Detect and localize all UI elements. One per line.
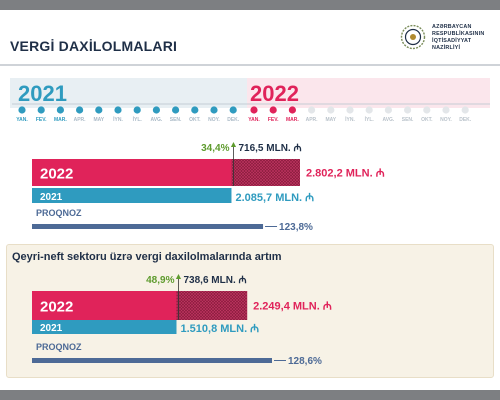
ministry-emblem-icon	[400, 24, 426, 50]
bar-2022-growth	[176, 291, 248, 320]
ministry-line: RESPUBLİKASININ	[432, 31, 485, 37]
timeline-dot-2021	[133, 106, 141, 114]
bar-2022-growth	[231, 159, 300, 186]
timeline-month-2022: SEN.	[402, 117, 414, 123]
timeline-dot-2022-inactive	[327, 106, 335, 114]
timeline-dot-2022-inactive	[461, 106, 469, 114]
growth-arrow-icon	[230, 142, 237, 147]
bar-2022-label: 2022	[40, 166, 73, 183]
timeline-year-2022: 2022	[250, 81, 299, 106]
timeline-month-2021: NOY.	[208, 117, 220, 123]
value-2022-label: 2.802,2 MLN. ₼	[306, 168, 385, 180]
value-2021-label: 2.085,7 MLN. ₼	[235, 192, 314, 204]
bar-forecast	[32, 224, 264, 229]
timeline-month-2022: İYN.	[345, 116, 355, 123]
timeline-month-2021: MAY	[93, 117, 104, 123]
timeline-month-2021: İYL.	[133, 116, 143, 123]
timeline-dot-2022-inactive	[423, 106, 431, 114]
forecast-value: 123,8%	[279, 222, 313, 233]
page-title: VERGİ DAXİLOLMALARI	[10, 38, 178, 54]
timeline-month-2021: APR.	[74, 117, 87, 123]
timeline-2021-band	[10, 78, 247, 108]
timeline-dot-2022-active	[288, 106, 296, 114]
bar-2021	[32, 320, 177, 334]
timeline-month-2021: MAR.	[54, 117, 67, 123]
timeline-year-2021: 2021	[18, 81, 67, 106]
ministry-line: İQTİSADİYYAT	[432, 38, 472, 44]
timeline-month-2022: DEK.	[459, 117, 472, 123]
forecast-value: 128,6%	[288, 356, 322, 367]
timeline-dot-2021	[191, 106, 199, 114]
timeline-dot-2022-inactive	[442, 106, 450, 114]
timeline-dot-2021	[76, 106, 84, 114]
timeline-2022-band	[247, 78, 490, 108]
timeline-month-2021: YAN.	[16, 117, 28, 123]
forecast-label: PROQNOZ	[36, 342, 82, 352]
bar-forecast	[32, 358, 272, 363]
timeline-dot-2022-active	[250, 106, 258, 114]
value-2022-label: 2.249,4 MLN. ₼	[253, 301, 332, 313]
timeline-month-2022: MAY	[325, 117, 336, 123]
timeline-month-2022: İYL.	[365, 116, 375, 123]
bar-2021	[32, 188, 232, 203]
bottom-border	[0, 390, 500, 400]
bar-2021-label: 2021	[40, 323, 63, 334]
timeline-dot-2021	[229, 106, 237, 114]
timeline-month-2022: FEV.	[268, 117, 279, 123]
timeline-dot-2021	[210, 106, 218, 114]
growth-percent: 48,9%	[146, 275, 174, 286]
top-border	[0, 0, 500, 10]
timeline-dot-2022-inactive	[365, 106, 373, 114]
timeline-dot-2021	[95, 106, 103, 114]
growth-arrow-icon	[175, 274, 182, 279]
timeline-month-2022: MAR.	[286, 117, 299, 123]
timeline-month-2021: FEV.	[36, 117, 47, 123]
ministry-name: AZƏRBAYCAN RESPUBLİKASININ İQTİSADİYYAT …	[432, 24, 484, 52]
timeline-month-2022: NOY.	[440, 117, 452, 123]
timeline-dot-2021	[172, 106, 180, 114]
timeline-dot-2021	[114, 106, 122, 114]
bar-2022-label: 2022	[40, 299, 73, 316]
timeline-dot-2022-inactive	[404, 106, 412, 114]
timeline-dot-2022-inactive	[346, 106, 354, 114]
timeline-month-2021: DEK.	[227, 117, 240, 123]
timeline-dot-2021	[56, 106, 64, 114]
timeline-dot-2022-active	[269, 106, 277, 114]
growth-percent: 34,4%	[201, 143, 229, 154]
header-divider	[0, 64, 500, 66]
timeline-month-2021: AVG.	[150, 117, 162, 123]
bar-2021-label: 2021	[40, 192, 63, 203]
non-oil-section-title: Qeyri-neft sektoru üzrə vergi daxilolmal…	[12, 251, 282, 263]
timeline-month-2022: AVG.	[382, 117, 394, 123]
timeline-month-2021: SEN.	[170, 117, 182, 123]
forecast-label: PROQNOZ	[36, 208, 82, 218]
timeline-month-2021: İYN.	[113, 116, 123, 123]
growth-amount: 716,5 MLN. ₼	[238, 143, 301, 154]
timeline-dot-2022-inactive	[384, 106, 392, 114]
timeline-dot-2021	[37, 106, 45, 114]
timeline-dot-2021	[152, 106, 160, 114]
ministry-line: NAZİRLİYİ	[432, 45, 461, 51]
timeline-month-2022: YAN.	[248, 117, 260, 123]
growth-amount: 738,6 MLN. ₼	[183, 275, 246, 286]
value-2021-label: 1.510,8 MLN. ₼	[180, 323, 259, 335]
timeline-month-2022: APR.	[306, 117, 319, 123]
timeline-dot-2022-inactive	[308, 106, 316, 114]
timeline-month-2022: OKT.	[421, 117, 433, 123]
ministry-line: AZƏRBAYCAN	[432, 24, 472, 30]
timeline-dot-2021	[18, 106, 26, 114]
timeline-month-2021: OKT.	[189, 117, 201, 123]
